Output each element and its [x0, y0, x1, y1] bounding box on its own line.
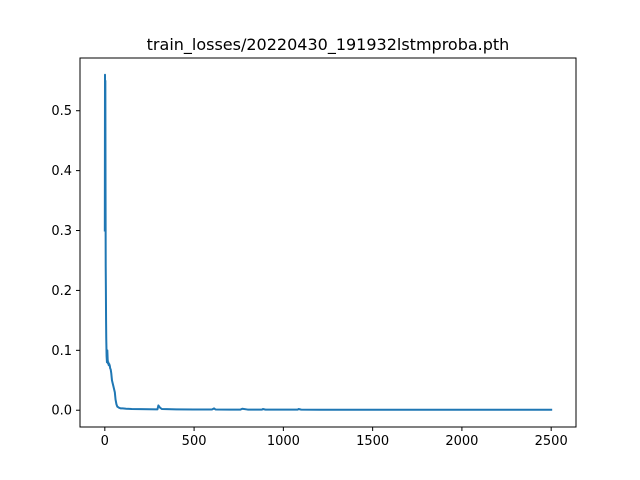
- y-tick-label: 0.3: [51, 224, 72, 239]
- x-tick-label: 2500: [535, 434, 568, 449]
- x-tick-label: 1500: [356, 434, 389, 449]
- axes: 0 500 1000 1500 2000 2500 0.0 0.1 0.2 0.3 0.4 0.5: [51, 57, 577, 449]
- x-tick-label: 1000: [267, 434, 300, 449]
- y-tick-label: 0.1: [51, 344, 72, 359]
- y-tick-label: 0.2: [51, 284, 72, 299]
- plot-area: [103, 73, 553, 411]
- axes-frame: [79, 57, 577, 428]
- x-tick-label: 2000: [445, 434, 478, 449]
- chart-title: train_losses/20220430_191932lstmproba.pt…: [147, 35, 510, 55]
- y-tick-label: 0.4: [51, 164, 72, 179]
- series-line-0: [103, 73, 553, 411]
- y-tick-label: 0.5: [51, 104, 72, 119]
- y-tick-label: 0.0: [51, 404, 72, 419]
- x-tick-label: 0: [101, 434, 109, 449]
- x-tick-label: 500: [182, 434, 207, 449]
